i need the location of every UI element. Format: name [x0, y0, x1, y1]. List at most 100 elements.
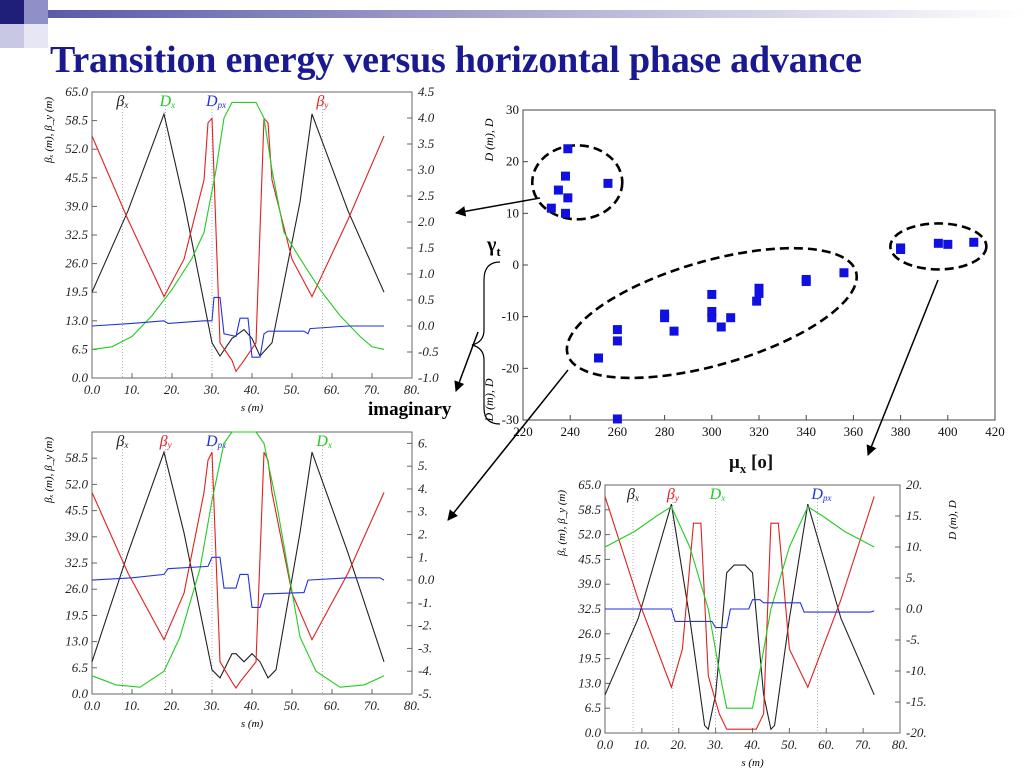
legend-label: βy [315, 93, 328, 110]
y2-tick-label: -1.0 [418, 370, 439, 385]
x-tick-label: 50. [781, 737, 797, 752]
plot-frame [91, 91, 413, 379]
legend-label: Dx [709, 486, 726, 503]
series-line [91, 112, 385, 358]
y2-tick-label: 4.5 [418, 84, 435, 99]
y-tick-label: 39.0 [577, 576, 601, 591]
legend-label: Dpx [205, 93, 226, 110]
x-tick-label: 50. [284, 382, 300, 397]
legend-label: Dpx [205, 433, 226, 450]
y-tick-label: 39.0 [64, 198, 88, 213]
series-line [91, 101, 385, 350]
legend-label: βy [666, 486, 679, 503]
x-tick-label: 60. [324, 382, 340, 397]
corner-square-light [0, 24, 24, 48]
x-tick-label: 20. [164, 382, 180, 397]
corner-square-dark [0, 0, 24, 24]
x-tick-label: 10. [124, 382, 140, 397]
y2-tick-label: 5. [906, 570, 916, 585]
x-tick-label: 0.0 [84, 698, 101, 713]
y-tick-label: 13.0 [65, 313, 88, 328]
y2-tick-label: 1.5 [418, 240, 435, 255]
y2-tick-label: 3.0 [417, 162, 435, 177]
x-tick-label: 50. [284, 698, 300, 713]
series-line [605, 599, 875, 629]
y-tick-label: 26.0 [65, 256, 88, 271]
lattice-bottom-left-chart: 0.0 6.5 13.0 19.5 26.0 32.5 39.0 45.5 52.0 58.5 -5… [43, 431, 435, 730]
y2-tick-label: -3. [418, 640, 432, 655]
x-tick-label: 40. [244, 698, 260, 713]
x-tick-label: 70. [364, 382, 380, 397]
x-tick-label: 340 [796, 424, 816, 439]
x-tick-label: 260 [608, 424, 628, 439]
y2-tick-label: 20. [906, 477, 922, 492]
y-tick-label: 58.5 [65, 113, 88, 128]
gamma-t-label: γt [487, 234, 501, 259]
data-point [726, 313, 736, 323]
corner-square-mid [24, 0, 48, 24]
data-point [612, 414, 622, 424]
y2-tick-label: 2. [418, 527, 428, 542]
x-tick-label: 240 [560, 424, 580, 439]
y2-tick-label: 10. [906, 539, 922, 554]
y-tick-label: 32.5 [64, 555, 88, 570]
y-axis-label-lower: D (m), D [482, 378, 496, 422]
legend-label: βy [159, 433, 172, 450]
x-tick-label: 280 [655, 424, 675, 439]
legend-label: Dpx [810, 486, 831, 503]
y-tick-label: 52.0 [65, 141, 88, 156]
series-line [91, 431, 385, 688]
y-tick-label: 65.0 [578, 477, 601, 492]
y-tick-label: 32.5 [64, 227, 88, 242]
y-tick-label: -20 [502, 360, 519, 375]
y-tick-label: 0.0 [72, 686, 89, 701]
lattice-top-left-chart: 0.0 6.5 13.0 19.5 26.0 32.5 39.0 45.5 52.0 58.5 65… [43, 84, 439, 414]
x-tick-label: 380 [891, 424, 911, 439]
x-tick-label: 300 [702, 424, 722, 439]
x-tick-label: 10. [634, 737, 650, 752]
x-tick-label: 30. [203, 698, 220, 713]
data-point [553, 185, 563, 195]
x-tick-label: 40. [744, 737, 760, 752]
group-ellipse [565, 246, 858, 380]
y-tick-label: 65.0 [65, 84, 88, 99]
x-tick-label: 20. [671, 737, 687, 752]
y-tick-label: 20 [506, 154, 519, 169]
y-tick-label: 52.0 [578, 527, 601, 542]
x-tick-label: 320 [749, 424, 769, 439]
imaginary-label: imaginary [368, 399, 452, 420]
y-tick-label: 19.5 [578, 651, 601, 666]
plot-frame [91, 431, 413, 695]
x-tick-label: 40. [244, 382, 260, 397]
series-line [91, 296, 384, 358]
legend-label: βx [115, 93, 128, 110]
group-ellipse [530, 144, 624, 221]
y-tick-label: 13.0 [578, 675, 601, 690]
series-line [91, 451, 385, 690]
x-tick-label: 420 [985, 424, 1005, 439]
x-tick-label: 30. [707, 737, 724, 752]
y-axis-label: D (m), D [482, 118, 496, 162]
slide-title: Transition energy versus horizontal phas… [50, 39, 862, 81]
y-tick-label: 26.0 [65, 581, 88, 596]
data-point [969, 237, 979, 247]
data-point [669, 326, 679, 336]
x-tick-label: 70. [855, 737, 871, 752]
y-tick-label: 6.5 [72, 660, 89, 675]
data-point [752, 296, 762, 306]
y2-tick-label: -2. [418, 618, 432, 633]
y2-tick-label: 0.5 [418, 292, 435, 307]
y2-tick-label: 6. [418, 435, 428, 450]
series-line [604, 503, 875, 731]
y-tick-label: 52.0 [65, 476, 88, 491]
series-line [604, 505, 875, 709]
x-tick-label: 30. [203, 382, 220, 397]
y-tick-label: 10 [506, 205, 519, 220]
x-tick-label: 10. [124, 698, 140, 713]
y-tick-label: 6.5 [72, 341, 89, 356]
gamma-vs-mu-scatter: 220 240 260 280 300 320 340 360 380 400 420-30-20-… [482, 102, 1005, 476]
y2-tick-label: 0.0 [418, 572, 435, 587]
data-point [563, 144, 573, 154]
data-point [560, 171, 570, 181]
data-point [563, 193, 573, 203]
